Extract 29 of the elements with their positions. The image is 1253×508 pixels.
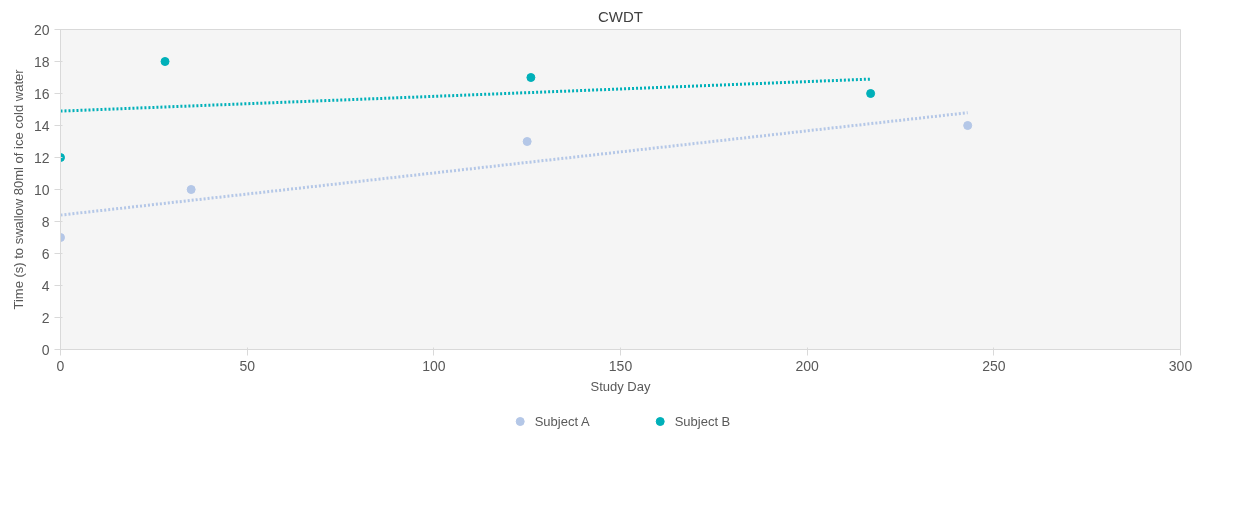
- x-axis-title: Study Day: [590, 378, 651, 394]
- x-tick-label: 100: [422, 357, 446, 374]
- chart-title: CWDT: [598, 7, 644, 25]
- y-tick-label: 20: [33, 21, 50, 38]
- y-tick-label: 2: [41, 309, 50, 326]
- y-tick-label: 6: [41, 245, 50, 262]
- y-tick-label: 0: [41, 341, 50, 358]
- x-tick-label: 0: [56, 357, 65, 374]
- y-tick-label: 14: [33, 117, 50, 134]
- legend-label: Subject A: [534, 413, 590, 429]
- point: [963, 121, 973, 130]
- y-tick-label: 8: [41, 213, 50, 230]
- legend-label: Subject B: [674, 413, 731, 429]
- point: [522, 137, 532, 146]
- point: [160, 57, 170, 66]
- y-tick-label: 10: [33, 181, 50, 198]
- x-tick-label: 200: [795, 357, 820, 374]
- y-tick-label: 18: [33, 53, 50, 70]
- x-tick-label: 50: [239, 357, 256, 374]
- y-axis-title: Time (s) to swallow 80ml of ice cold water: [10, 68, 26, 310]
- point: [186, 185, 196, 194]
- y-tick-label: 12: [33, 149, 50, 166]
- point: [526, 73, 536, 82]
- point: [866, 89, 876, 98]
- x-tick-label: 250: [982, 357, 1006, 374]
- x-tick-label: 300: [1168, 357, 1193, 374]
- y-tick-label: 16: [33, 85, 50, 102]
- y-tick-label: 4: [41, 277, 50, 294]
- x-tick-label: 150: [608, 357, 633, 374]
